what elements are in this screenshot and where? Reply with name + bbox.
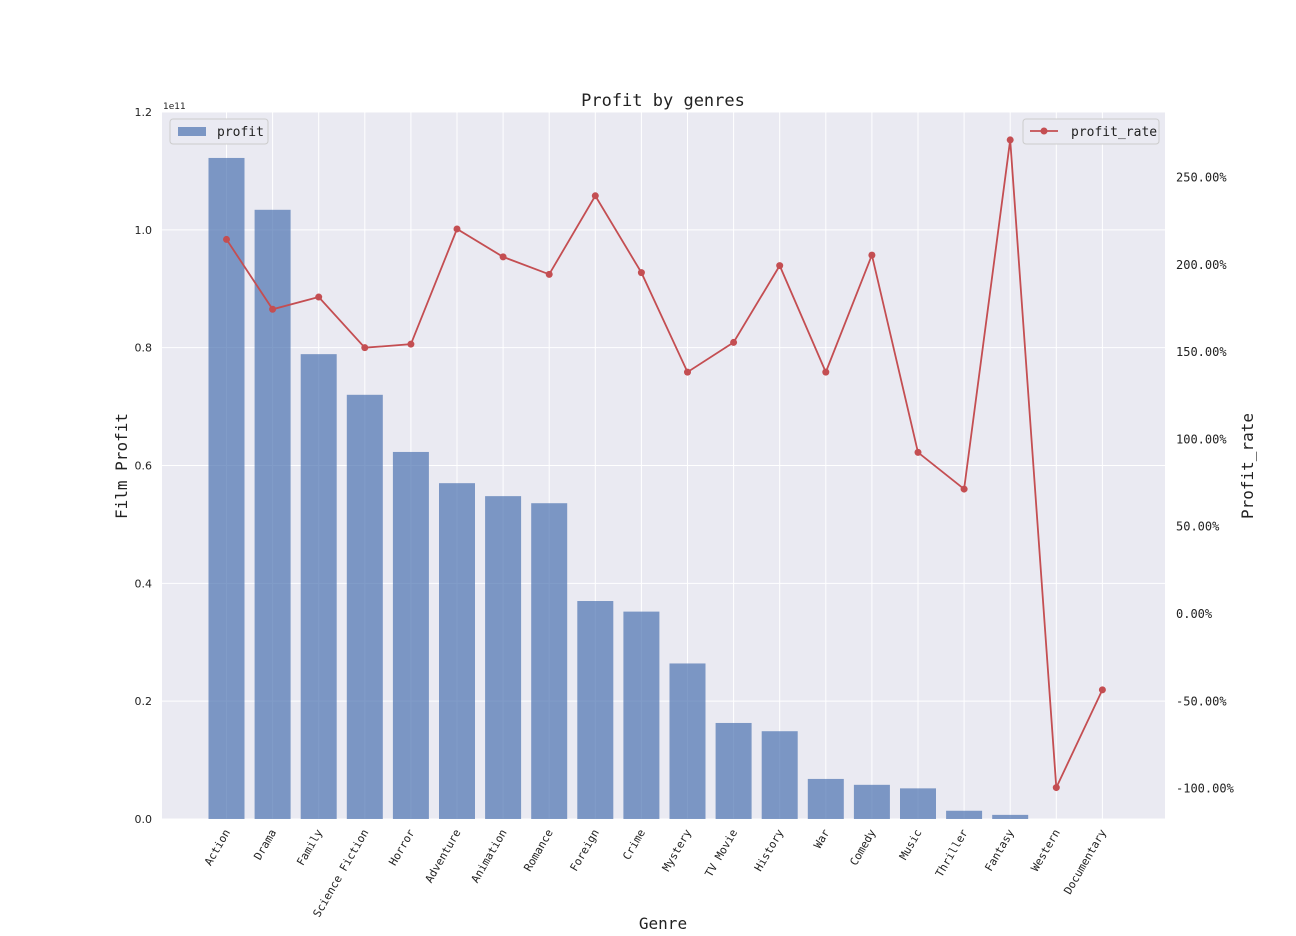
profit-bar xyxy=(761,731,798,819)
profit-rate-point xyxy=(914,448,922,456)
profit-bar xyxy=(300,354,337,819)
x-tick-label: War xyxy=(811,827,832,851)
y-axis-left: 0.0 0.2 0.4 0.6 0.8 1.0 1.2 xyxy=(135,106,153,826)
profit-rate-point xyxy=(1052,784,1060,792)
profit-rate-line xyxy=(223,136,1106,792)
profit-bar xyxy=(900,788,936,819)
y-tick-label: 0.4 xyxy=(135,577,153,590)
profit-rate-point xyxy=(684,368,691,376)
y2-tick-label: 0.00% xyxy=(1176,607,1213,621)
profit-rate-point xyxy=(776,262,784,270)
y-tick-label: 0.2 xyxy=(135,695,153,708)
y2-tick-label: 150.00% xyxy=(1176,345,1227,359)
profit-rate-point xyxy=(361,344,369,352)
y2-tick-label: 250.00% xyxy=(1176,171,1227,185)
y-axis-right: -100.00% -50.00% 0.00% 50.00% 100.00% 150.00%… xyxy=(1176,171,1235,796)
profit-rate-point xyxy=(453,225,461,233)
profit-rate-point xyxy=(960,485,968,493)
y-tick-label: 0.8 xyxy=(135,342,153,355)
profit-bar xyxy=(807,778,844,819)
y-tick-label: 1.0 xyxy=(135,224,153,237)
x-tick-label: Mystery xyxy=(660,827,695,874)
profit-bar xyxy=(346,394,383,819)
x-tick-label: Family xyxy=(294,827,325,868)
profit-bar xyxy=(946,810,983,819)
legend-profit-rate-label: profit_rate xyxy=(1071,125,1157,140)
y2-axis-label: Profit_rate xyxy=(1238,413,1257,519)
profit-bar xyxy=(715,722,752,819)
profit-rate-point xyxy=(637,269,645,277)
profit-bar xyxy=(254,209,291,820)
profit-bar xyxy=(439,483,475,819)
x-tick-label: Thriller xyxy=(933,827,971,880)
y-tick-label: 0.0 xyxy=(135,813,153,826)
x-tick-label: History xyxy=(752,827,787,874)
x-tick-label: Crime xyxy=(620,827,648,862)
profit-rate-point xyxy=(730,338,738,346)
profit-rate-point xyxy=(591,192,599,200)
profit-bar xyxy=(208,157,245,819)
profit-rate-point xyxy=(499,253,507,261)
x-tick-label: Adventure xyxy=(423,827,464,885)
x-tick-label: Western xyxy=(1028,827,1062,874)
profit-bar xyxy=(669,663,706,819)
profit-bar xyxy=(992,814,1029,819)
legend-profit-rate: profit_rate xyxy=(1022,118,1160,145)
y2-tick-label: -100.00% xyxy=(1176,782,1235,796)
x-tick-label: Foreign xyxy=(567,827,601,874)
y2-tick-label: 100.00% xyxy=(1176,432,1227,446)
y2-tick-label: -50.00% xyxy=(1176,694,1227,708)
profit-bar xyxy=(577,601,614,819)
profit-rate-point xyxy=(1006,136,1014,144)
profit-bar xyxy=(392,451,429,819)
x-tick-label: Romance xyxy=(521,827,555,874)
profit-rate-point xyxy=(822,368,830,376)
x-axis-label: Genre xyxy=(639,914,687,933)
chart-title: Profit by genres xyxy=(581,91,745,111)
profit-rate-point xyxy=(407,340,415,348)
x-tick-label: Action xyxy=(202,827,233,868)
profit-rate-polyline xyxy=(225,139,1104,792)
profit-bar xyxy=(485,496,522,819)
legend-profit-rate-marker xyxy=(1040,127,1048,135)
profit-bar xyxy=(853,784,890,819)
x-tick-label: Music xyxy=(897,827,925,862)
legend-profit-swatch xyxy=(178,127,206,136)
profit-bar xyxy=(531,503,568,819)
profit-rate-point xyxy=(1098,686,1106,694)
profit-bar xyxy=(623,611,660,819)
profit-rate-point xyxy=(545,270,553,278)
x-tick-label: Comedy xyxy=(847,827,878,868)
profit-rate-point xyxy=(223,235,230,243)
x-tick-label: Animation xyxy=(469,827,510,885)
y-tick-label: 1.2 xyxy=(135,106,153,119)
legend-profit-label: profit xyxy=(217,125,264,140)
profit-rate-point xyxy=(315,293,323,301)
y-tick-label: 0.6 xyxy=(135,460,153,473)
x-tick-label: Fantasy xyxy=(982,827,1017,874)
legend-profit: profit xyxy=(169,118,269,145)
x-tick-label: Documentary xyxy=(1061,827,1109,897)
y-offset-text: 1e11 xyxy=(163,102,186,112)
x-tick-label: Drama xyxy=(251,827,279,862)
x-tick-label: TV Movie xyxy=(702,827,740,879)
profit-rate-point xyxy=(868,251,876,259)
bars xyxy=(208,157,1029,820)
y-axis-label: Film Profit xyxy=(112,413,131,519)
y2-tick-label: 50.00% xyxy=(1176,520,1220,534)
y2-tick-label: 200.00% xyxy=(1176,258,1227,272)
profit-rate-point xyxy=(269,305,277,313)
x-tick-label: Horror xyxy=(386,827,417,868)
